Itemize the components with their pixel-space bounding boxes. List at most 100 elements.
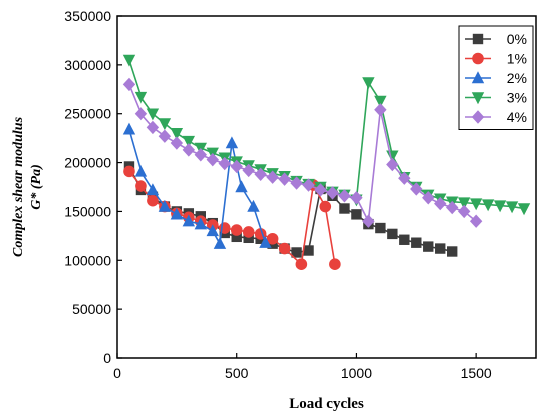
series-4pct-point xyxy=(182,143,196,157)
series-0pct-point xyxy=(423,241,434,252)
legend-label: 3% xyxy=(507,90,527,106)
y-tick-label: 50000 xyxy=(72,301,111,317)
series-1pct-point xyxy=(329,258,341,270)
series-0pct-point xyxy=(411,237,422,248)
series-3pct-point xyxy=(362,77,375,90)
y-tick-label: 250000 xyxy=(64,106,111,122)
series-4pct-point xyxy=(398,171,411,185)
legend-marker xyxy=(472,52,484,65)
series-4pct-point xyxy=(290,176,303,190)
series-4pct-point xyxy=(302,178,315,192)
x-tick-label: 1000 xyxy=(341,365,372,381)
series-0pct-point xyxy=(291,247,302,258)
series-4pct-point xyxy=(314,183,327,197)
series-4pct-point xyxy=(134,107,148,121)
series-1pct-point xyxy=(295,258,308,270)
legend-label: 1% xyxy=(507,51,527,67)
series-1pct-point xyxy=(242,226,255,238)
series-3pct-point xyxy=(517,203,531,216)
x-axis-title: Load cycles xyxy=(289,396,364,412)
series-4pct-point xyxy=(350,191,363,205)
series-1pct-point xyxy=(123,165,135,178)
legend-marker xyxy=(471,92,485,105)
legend: 0% 1% 2% 3% 4% xyxy=(458,25,534,130)
series-1pct-point xyxy=(147,194,159,207)
series-3pct-point xyxy=(122,54,136,67)
series-2pct-point xyxy=(146,183,160,196)
series-0pct-point xyxy=(243,232,254,244)
x-tick-label: 1500 xyxy=(461,365,492,381)
series-4pct-point xyxy=(446,200,459,215)
series-4pct-point xyxy=(326,186,339,200)
series-2pct-point xyxy=(170,207,184,220)
series-0pct-point xyxy=(375,222,386,234)
series-0pct-point xyxy=(435,243,446,254)
legend-marker xyxy=(472,33,484,45)
series-2pct-point xyxy=(235,180,248,193)
series-4pct-point xyxy=(422,191,435,205)
series-4pct-point xyxy=(230,159,243,174)
series-4pct-point xyxy=(434,196,447,211)
series-4pct-point xyxy=(254,167,267,181)
series-2pct-point xyxy=(247,199,260,212)
series-3pct-point xyxy=(457,197,471,210)
series-2pct-point xyxy=(225,136,239,149)
series-1pct-point xyxy=(230,224,243,236)
series-4pct-point xyxy=(146,120,160,135)
series-3pct-point xyxy=(170,128,184,140)
series-2pct-point xyxy=(182,214,196,227)
series-0pct-point xyxy=(399,234,410,245)
series-4pct-point xyxy=(218,156,231,171)
series-3pct-point xyxy=(469,198,483,211)
series-3pct-point xyxy=(493,200,507,213)
series-4pct xyxy=(122,77,483,228)
series-0pct-point xyxy=(339,203,350,214)
series-2pct-point xyxy=(259,235,272,248)
y-axis-title-line1: Complex shear modulus xyxy=(11,116,26,257)
y-tick-label: 350000 xyxy=(64,8,111,24)
plot-frame xyxy=(116,15,537,359)
legend-marker xyxy=(471,71,485,84)
series-0pct-line xyxy=(128,166,453,254)
series-0pct-point xyxy=(303,245,314,256)
series-1pct-point xyxy=(319,200,332,213)
series-0pct-point xyxy=(351,209,362,220)
y-tick-label: 150000 xyxy=(64,203,111,219)
series-4pct-point xyxy=(194,148,207,162)
series-3pct-line xyxy=(128,59,525,210)
series-4pct-point xyxy=(158,129,172,143)
series-3pct-point xyxy=(182,135,196,148)
series-3pct-point xyxy=(134,91,148,104)
series-4pct-point xyxy=(122,77,136,92)
series-3pct-point xyxy=(481,199,495,212)
series-0pct-point xyxy=(231,231,242,243)
series-0pct-point xyxy=(447,246,458,257)
series-4pct-point xyxy=(374,103,387,117)
series-4pct-point xyxy=(469,214,483,228)
series-layer xyxy=(122,54,531,270)
series-4pct-point xyxy=(386,157,399,172)
series-4pct-point xyxy=(362,214,375,228)
series-2pct-point xyxy=(206,224,219,237)
legend-marker xyxy=(471,110,485,124)
y-tick-label: 100000 xyxy=(64,252,111,268)
y-tick-label: 300000 xyxy=(64,57,111,73)
series-4pct-point xyxy=(242,163,255,178)
series-4pct-point xyxy=(410,182,423,196)
series-2pct xyxy=(122,122,272,249)
series-2pct-point xyxy=(134,164,148,177)
axes: 0 500 1000 1500 0 50000 100000 150000 200000 2500… xyxy=(64,8,537,381)
series-4pct-point xyxy=(266,170,279,184)
series-4pct-point xyxy=(278,172,291,186)
series-3pct-point xyxy=(158,118,172,131)
series-4pct-point xyxy=(338,189,351,203)
y-axis-title-line2: G* (Pa) xyxy=(29,164,44,210)
series-4pct-point xyxy=(206,152,219,167)
series-4pct-point xyxy=(457,204,471,219)
series-2pct-point xyxy=(194,217,207,230)
y-tick-label: 200000 xyxy=(64,155,111,171)
series-4pct-point xyxy=(170,136,184,150)
series-2pct-point xyxy=(213,236,227,249)
series-2pct-point xyxy=(122,122,136,135)
